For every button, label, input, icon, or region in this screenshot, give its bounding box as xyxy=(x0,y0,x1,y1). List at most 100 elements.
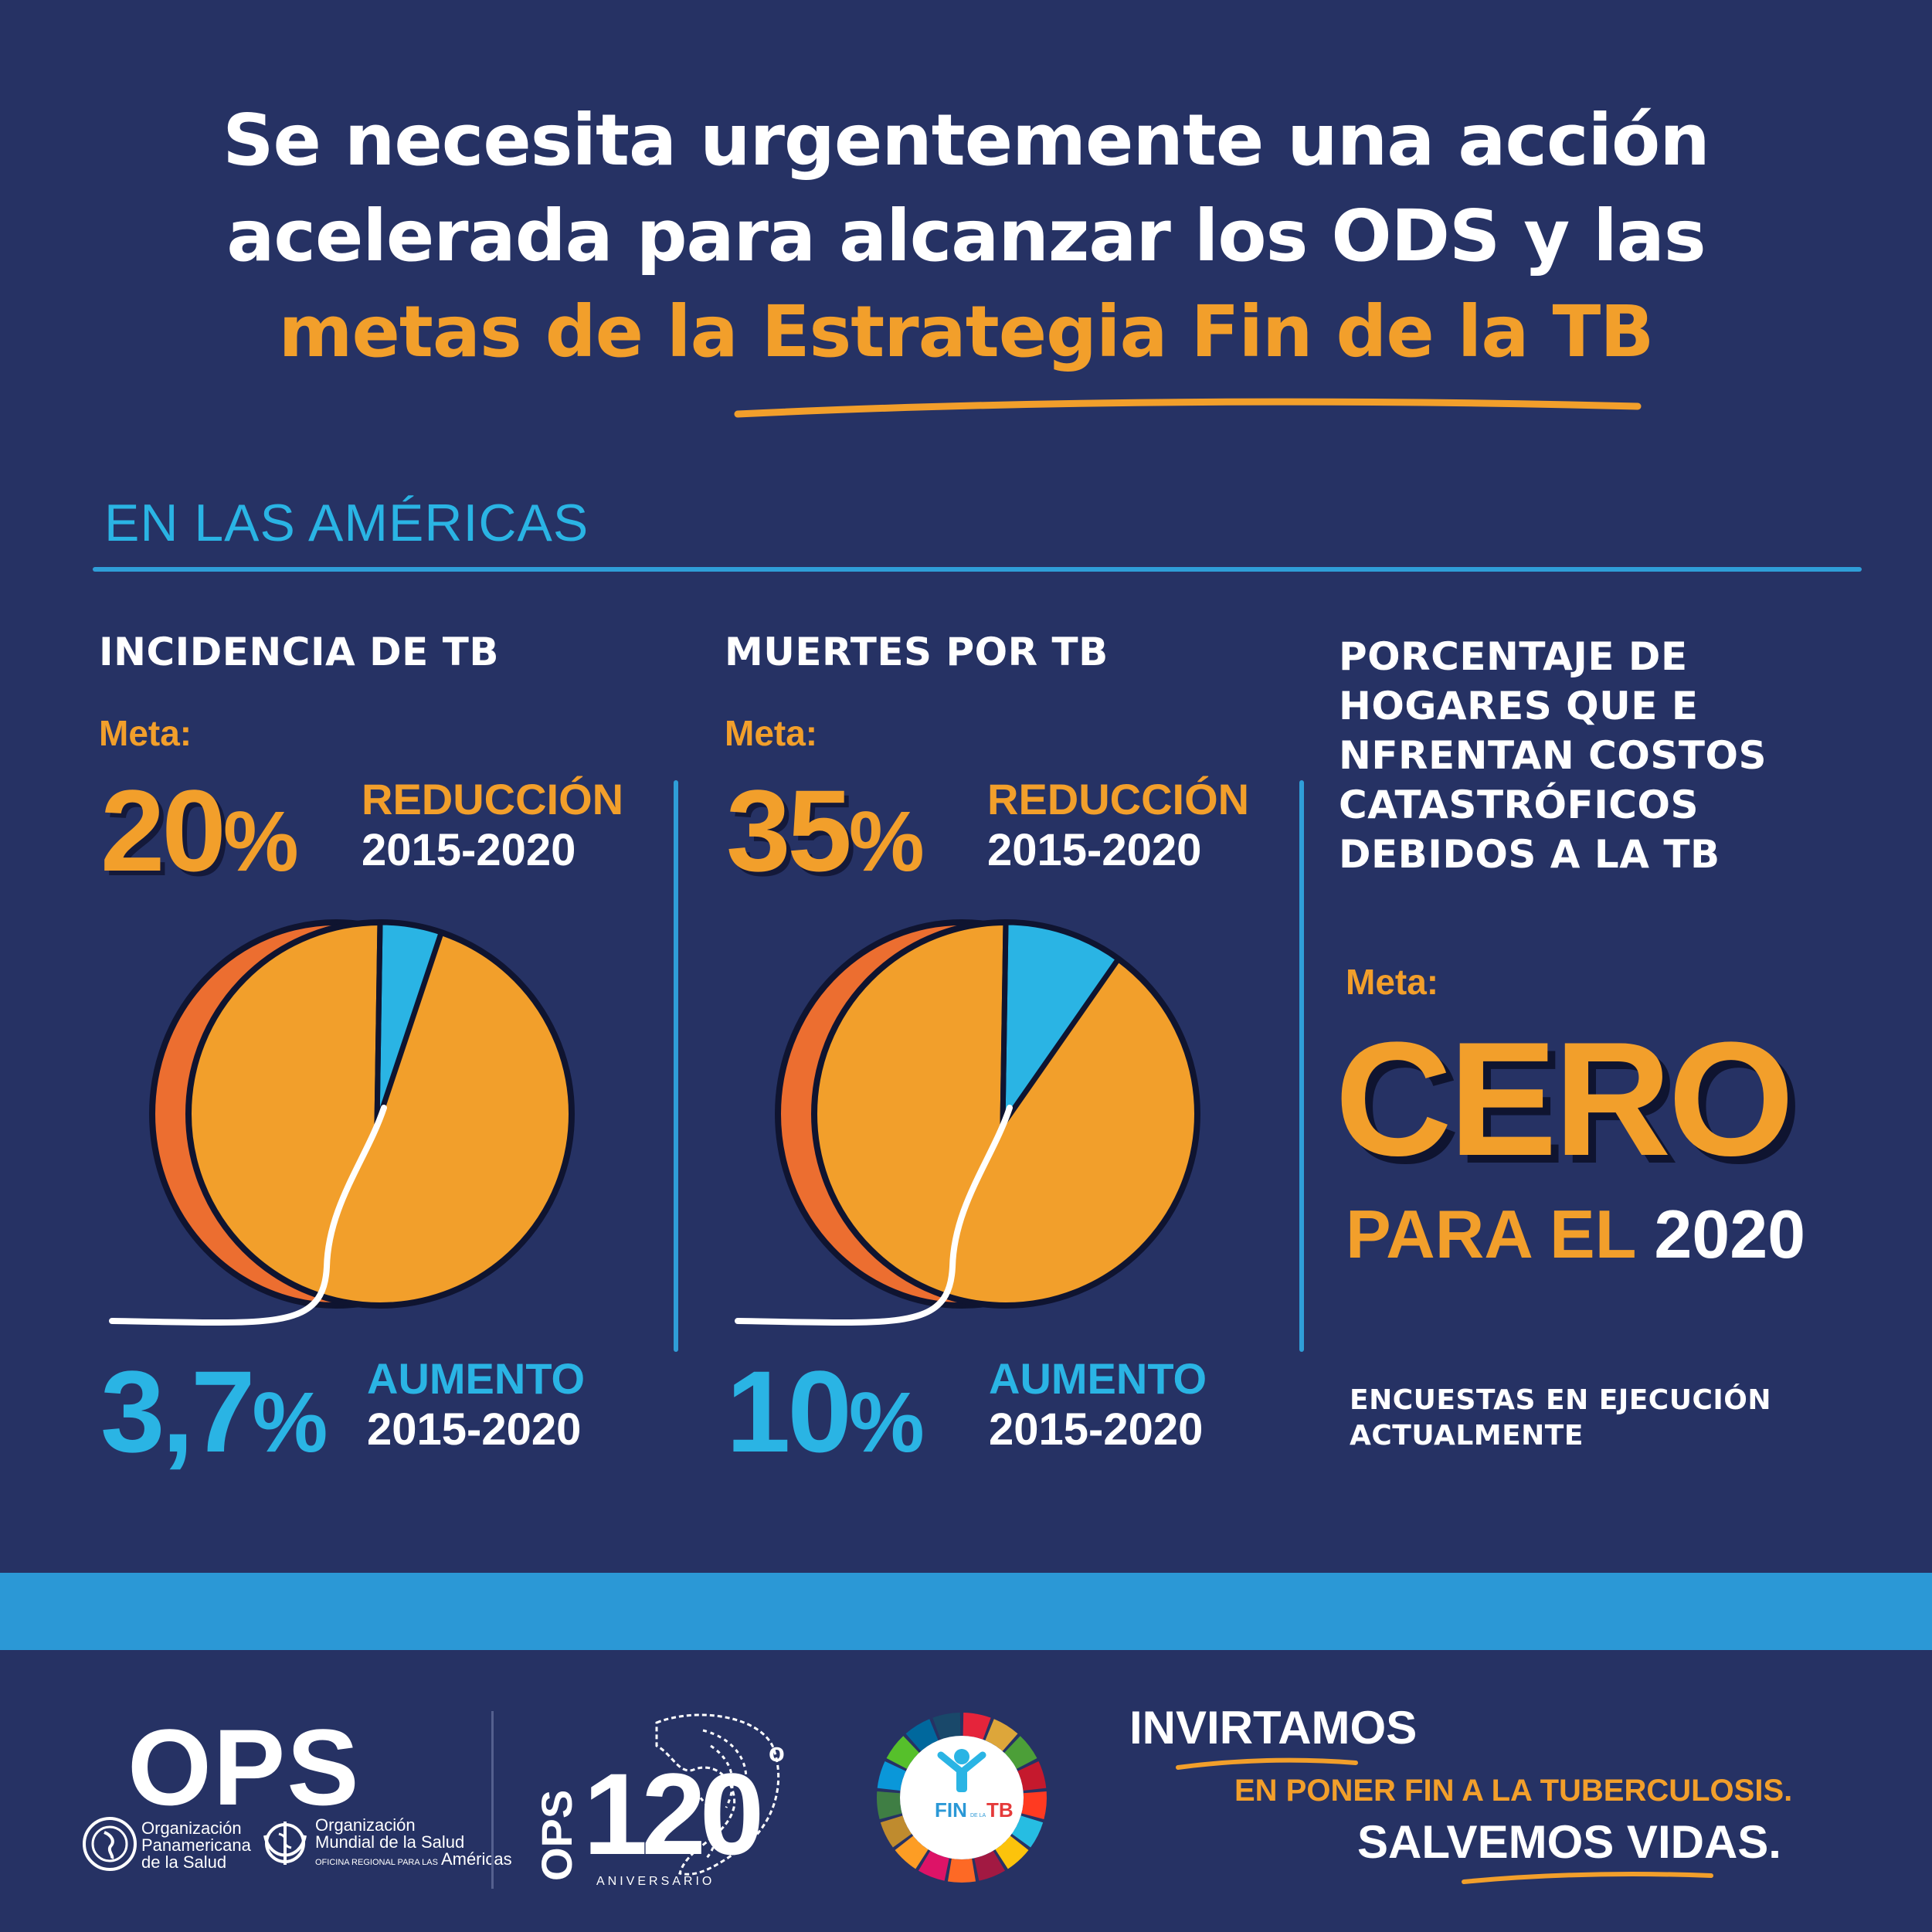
col3-title-line-5: DEBIDOS A LA TB xyxy=(1339,832,1720,877)
col2-target-label: REDUCCIÓN xyxy=(987,775,1250,823)
col2-title: MUERTES POR TB xyxy=(725,630,1109,674)
col2-target-number: 35 xyxy=(726,766,852,895)
slogan-line-1: INVIRTAMOS xyxy=(1129,1702,1418,1754)
headline-line-3: metas de la Estrategia Fin de la TB xyxy=(278,290,1655,373)
col2-actual-years: 2015-2020 xyxy=(989,1404,1204,1455)
org-who-name: Organización Mundial de la Salud OFICINA… xyxy=(315,1817,512,1871)
org-paho-line-3: de la Salud xyxy=(141,1852,227,1872)
col2-pie-slice xyxy=(1000,919,1122,1128)
sdg-wheel-segment xyxy=(985,1719,1018,1751)
col3-meta-label: Meta: xyxy=(1346,962,1439,1002)
col2-target-value: 35% xyxy=(726,772,925,900)
col1-pie-center-edge xyxy=(374,922,383,1126)
col3-deadline-year: 2020 xyxy=(1654,1196,1806,1272)
sdg-wheel-segment xyxy=(963,1713,991,1740)
col1-actual-number: 3,7 xyxy=(100,1346,256,1476)
sdg-wheel-segment xyxy=(947,1858,976,1883)
who-emblem-icon xyxy=(263,1822,307,1865)
col1-pointer-line xyxy=(109,1105,387,1326)
col1-pie-slice xyxy=(374,919,444,1128)
org-who-region-row: OFICINA REGIONAL PARA LAS Américas xyxy=(315,1851,512,1871)
sdg-wheel-segment xyxy=(1011,1815,1044,1848)
col3-deadline-label: PARA EL xyxy=(1346,1196,1635,1272)
org-paho-line-1: Organización xyxy=(141,1818,242,1838)
col1-target-number: 20 xyxy=(100,766,226,895)
fin-tb-fin: FIN xyxy=(935,1798,967,1822)
sdg-wheel-segment xyxy=(905,1719,939,1751)
anniversary-degree: o xyxy=(769,1738,785,1767)
paho-emblem-icon xyxy=(83,1817,137,1871)
slogan-line-2: EN PONER FIN A LA TUBERCULOSIS. xyxy=(1234,1774,1793,1808)
col2-actual-value: 10% xyxy=(726,1353,925,1481)
col3-note-line-1: ENCUESTAS EN EJECUCIÓN xyxy=(1350,1384,1772,1416)
section-divider xyxy=(93,567,1862,572)
col2-pie-center-edge xyxy=(1000,922,1009,1126)
sdg-wheel-segment xyxy=(880,1815,912,1848)
sdg-wheel-segment xyxy=(1017,1761,1047,1791)
slogan-underline-1 xyxy=(1176,1757,1358,1770)
sdg-wheel-segment xyxy=(932,1713,961,1740)
org-who-line-2: Mundial de la Salud xyxy=(315,1832,465,1852)
org-paho-line-2: Panamericana xyxy=(141,1835,251,1855)
col3-title-line-4: CATASTRÓFICOS xyxy=(1339,783,1699,827)
col2-target-percent: % xyxy=(848,794,925,889)
slogan-line-3: SALVEMOS VIDAS. xyxy=(1357,1816,1781,1868)
col2-actual-number: 10 xyxy=(726,1346,852,1476)
decorative-band xyxy=(0,1573,1932,1650)
anniversary-number: 120 xyxy=(583,1749,760,1879)
headline-underline xyxy=(734,398,1642,418)
col3-title-line-1: PORCENTAJE DE xyxy=(1339,634,1688,679)
col1-target-percent: % xyxy=(222,794,299,889)
col1-target-value: 20% xyxy=(100,772,299,900)
sdg-wheel-segment xyxy=(995,1835,1029,1869)
sdg-wheel-segment xyxy=(877,1761,906,1791)
col2-pointer-line xyxy=(735,1105,1013,1326)
col1-title: INCIDENCIA DE TB xyxy=(99,630,499,674)
section-title: EN LAS AMÉRICAS xyxy=(104,494,589,552)
sdg-wheel-segment xyxy=(918,1850,949,1881)
sdg-wheel-segment xyxy=(895,1835,929,1869)
headline-line-2: acelerada para alcanzar los ODS y las xyxy=(226,195,1706,277)
org-who-region: Américas xyxy=(440,1849,512,1869)
col1-target-label: REDUCCIÓN xyxy=(362,775,624,823)
footer-divider xyxy=(491,1711,494,1889)
col3-note-line-2: ACTUALMENTE xyxy=(1350,1420,1584,1452)
sdg-wheel-icon xyxy=(877,1713,1047,1883)
col3-title-line-3: NFRENTAN COSTOS xyxy=(1339,733,1767,778)
col1-meta-label: Meta: xyxy=(99,713,192,753)
col2-actual-percent: % xyxy=(848,1375,925,1470)
col3-title: PORCENTAJE DE HOGARES QUE E NFRENTAN COS… xyxy=(1339,632,1767,879)
column-divider-1 xyxy=(674,780,678,1352)
raised-arms-person-icon xyxy=(937,1749,986,1792)
col2-target-years: 2015-2020 xyxy=(987,825,1202,875)
col1-actual-label: AUMENTO xyxy=(367,1354,586,1403)
col1-actual-years: 2015-2020 xyxy=(367,1404,582,1455)
headline: Se necesita urgentemente una acción acel… xyxy=(0,93,1932,380)
anniversary-prefix: OPS xyxy=(541,1790,581,1881)
col3-big-value: CERO xyxy=(1335,1008,1794,1190)
fin-tb-de: DE LA xyxy=(970,1813,986,1818)
col1-actual-value: 3,7% xyxy=(100,1353,328,1481)
sdg-wheel-segment xyxy=(1004,1736,1037,1769)
slogan-underline-2 xyxy=(1462,1872,1713,1884)
col2-actual-label: AUMENTO xyxy=(989,1354,1207,1403)
fin-tb-center xyxy=(900,1736,1024,1859)
col3-note: ENCUESTAS EN EJECUCIÓN ACTUALMENTE xyxy=(1350,1383,1771,1454)
org-who-line-1: Organización xyxy=(315,1815,416,1835)
org-paho-name: Organización Panamericana de la Salud xyxy=(141,1820,251,1871)
col1-actual-percent: % xyxy=(252,1375,328,1470)
col1-target-years: 2015-2020 xyxy=(362,825,576,875)
sdg-wheel-segment xyxy=(886,1736,919,1769)
column-divider-2 xyxy=(1299,780,1304,1352)
org-who-region-prefix: OFICINA REGIONAL PARA LAS xyxy=(315,1858,438,1867)
headline-line-1: Se necesita urgentemente una acción xyxy=(222,99,1710,182)
col2-meta-label: Meta: xyxy=(725,713,818,753)
col3-title-line-2: HOGARES QUE E xyxy=(1339,684,1699,728)
sdg-wheel-segment xyxy=(877,1791,902,1819)
ops-logo-wordmark: OPS xyxy=(127,1706,361,1828)
col3-deadline: PARA EL 2020 xyxy=(1346,1196,1805,1273)
fin-tb-tb: TB xyxy=(986,1798,1014,1822)
anniversary-logo: OPS 120 o ANIVERSARIO xyxy=(541,1713,785,1888)
fin-tb-logo: FIN DE LA TB xyxy=(877,1713,1047,1883)
americas-globe-icon xyxy=(655,1713,780,1876)
